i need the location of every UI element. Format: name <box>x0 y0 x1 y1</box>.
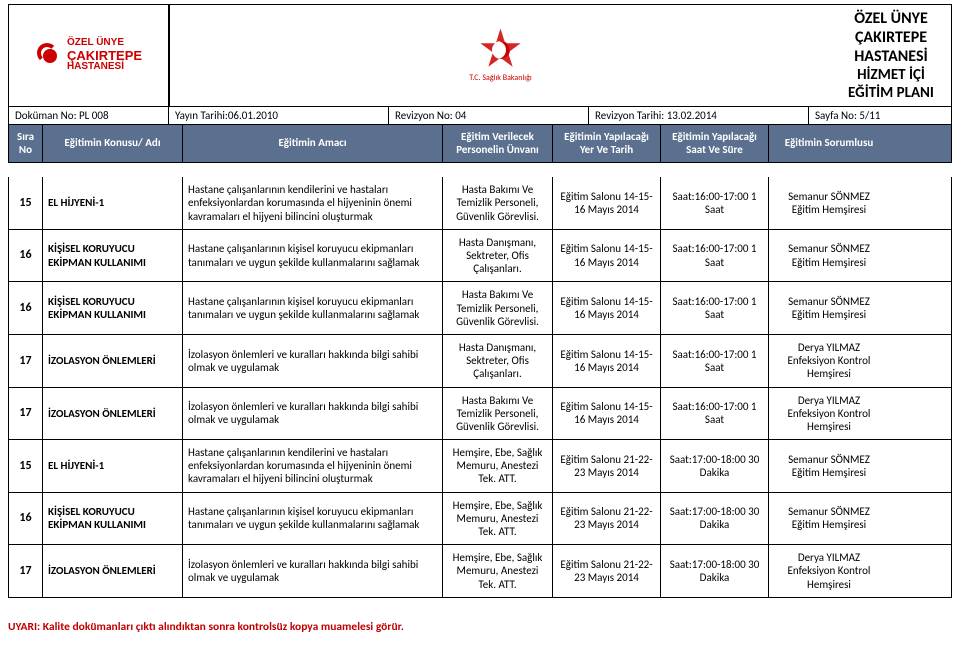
header-body-gap <box>8 163 952 177</box>
cell-unvan: Hasta Bakımı Ve Temizlik Personeli, Güve… <box>443 177 553 229</box>
page: ÖZEL ÜNYE ÇAKIRTEPE HASTANESİ ÖZEL ÜNYE … <box>0 0 960 640</box>
cell-saat: Saat:16:00-17:00 1 Saat <box>661 177 769 229</box>
cell-sira: 16 <box>9 493 43 545</box>
cell-sira: 16 <box>9 230 43 282</box>
cell-amac: Hastane çalışanlarının kişisel koruyucu … <box>183 230 443 282</box>
cell-sira: 17 <box>9 335 43 387</box>
cell-yer: Eğitim Salonu 21-22-23 Mayıs 2014 <box>553 545 661 597</box>
cell-saat: Saat:17:00-18:00 30 Dakika <box>661 493 769 545</box>
ministry-logo-icon <box>480 29 522 71</box>
doc-title: ÖZEL ÜNYE ÇAKIRTEPE HASTANESİ <box>831 5 951 66</box>
cell-sira: 17 <box>9 545 43 597</box>
cell-sorumlu: Semanur SÖNMEZ Eğitim Hemşiresi <box>769 282 889 334</box>
cell-amac: Hastane çalışanlarının kendilerini ve ha… <box>183 440 443 492</box>
cell-konu: İZOLASYON ÖNLEMLERİ <box>43 545 183 597</box>
document-header: ÖZEL ÜNYE ÇAKIRTEPE HASTANESİ ÖZEL ÜNYE … <box>8 4 952 107</box>
table-row: 16 KİŞİSEL KORUYUCU EKİPMAN KULLANIMI Ha… <box>9 493 951 546</box>
cell-sira: 15 <box>9 440 43 492</box>
cell-saat: Saat:16:00-17:00 1 Saat <box>661 230 769 282</box>
table-row: 17 İZOLASYON ÖNLEMLERİ İzolasyon önlemle… <box>9 388 951 441</box>
cell-yer: Eğitim Salonu 14-15-16 Mayıs 2014 <box>553 335 661 387</box>
hospital-logo-icon <box>35 41 63 69</box>
cell-sira: 16 <box>9 282 43 334</box>
cell-amac: İzolasyon önlemleri ve kuralları hakkınd… <box>183 545 443 597</box>
ministry-logo: T.C. Sağlık Bakanlığı <box>169 5 831 106</box>
cell-amac: İzolasyon önlemleri ve kuralları hakkınd… <box>183 388 443 440</box>
cell-unvan: Hasta Danışmanı, Sektreter, Ofis Çalışan… <box>443 335 553 387</box>
cell-konu: KİŞİSEL KORUYUCU EKİPMAN KULLANIMI <box>43 282 183 334</box>
footer-warning: UYARI: Kalite dokümanları çıktı alındıkt… <box>8 620 952 634</box>
cell-sorumlu: Semanur SÖNMEZ Eğitim Hemşiresi <box>769 230 889 282</box>
meta-revno: Revizyon No: 04 <box>389 107 589 124</box>
cell-sorumlu: Derya YILMAZ Enfeksiyon Kontrol Hemşires… <box>769 335 889 387</box>
cell-unvan: Hemşire, Ebe, Sağlık Memuru, Anestezi Te… <box>443 493 553 545</box>
hospital-logo-content: ÖZEL ÜNYE ÇAKIRTEPE HASTANESİ <box>35 38 142 73</box>
ministry-logo-text: T.C. Sağlık Bakanlığı <box>469 73 531 83</box>
table-row: 16 KİŞİSEL KORUYUCU EKİPMAN KULLANIMI Ha… <box>9 230 951 283</box>
table-header-row: Sıra No Eğitimin Konusu/ Adı Eğitimin Am… <box>8 125 952 163</box>
cell-unvan: Hasta Bakımı Ve Temizlik Personeli, Güve… <box>443 388 553 440</box>
logo-sub: HASTANESİ <box>67 62 142 73</box>
col-sira: Sıra No <box>9 125 43 162</box>
col-yer: Eğitimin Yapılacağı Yer Ve Tarih <box>553 125 661 162</box>
cell-unvan: Hemşire, Ebe, Sağlık Memuru, Anestezi Te… <box>443 545 553 597</box>
table-row: 15 EL HİJYENİ-1 Hastane çalışanlarının k… <box>9 440 951 493</box>
table-row: 17 İZOLASYON ÖNLEMLERİ İzolasyon önlemle… <box>9 335 951 388</box>
cell-saat: Saat:17:00-18:00 30 Dakika <box>661 545 769 597</box>
table-row: 15 EL HİJYENİ-1 Hastane çalışanlarının k… <box>9 177 951 230</box>
table-row: 16 KİŞİSEL KORUYUCU EKİPMAN KULLANIMI Ha… <box>9 282 951 335</box>
hospital-logo: ÖZEL ÜNYE ÇAKIRTEPE HASTANESİ <box>9 5 169 106</box>
cell-sorumlu: Semanur SÖNMEZ Eğitim Hemşiresi <box>769 493 889 545</box>
doc-subtitle: HİZMET İÇİ EĞİTİM PLANI <box>831 66 951 106</box>
cell-unvan: Hasta Bakımı Ve Temizlik Personeli, Güve… <box>443 282 553 334</box>
cell-unvan: Hasta Danışmanı, Sektreter, Ofis Çalışan… <box>443 230 553 282</box>
meta-sayfa: Sayfa No: 5/11 <box>809 107 951 124</box>
meta-dokuman: Doküman No: PL 008 <box>9 107 169 124</box>
cell-saat: Saat:16:00-17:00 1 Saat <box>661 335 769 387</box>
col-saat: Eğitimin Yapılacağı Saat Ve Süre <box>661 125 769 162</box>
cell-konu: İZOLASYON ÖNLEMLERİ <box>43 335 183 387</box>
cell-sorumlu: Semanur SÖNMEZ Eğitim Hemşiresi <box>769 440 889 492</box>
table-body: 15 EL HİJYENİ-1 Hastane çalışanlarının k… <box>8 177 952 598</box>
meta-revtarih: Revizyon Tarihi: 13.02.2014 <box>589 107 809 124</box>
hospital-logo-text: ÖZEL ÜNYE ÇAKIRTEPE HASTANESİ <box>67 38 142 73</box>
cell-yer: Eğitim Salonu 14-15-16 Mayıs 2014 <box>553 177 661 229</box>
col-unvan: Eğitim Verilecek Personelin Ünvanı <box>443 125 553 162</box>
cell-saat: Saat:16:00-17:00 1 Saat <box>661 388 769 440</box>
cell-sorumlu: Derya YILMAZ Enfeksiyon Kontrol Hemşires… <box>769 388 889 440</box>
cell-sira: 15 <box>9 177 43 229</box>
cell-yer: Eğitim Salonu 14-15-16 Mayıs 2014 <box>553 282 661 334</box>
cell-sorumlu: Derya YILMAZ Enfeksiyon Kontrol Hemşires… <box>769 545 889 597</box>
cell-yer: Eğitim Salonu 14-15-16 Mayıs 2014 <box>553 230 661 282</box>
meta-yayin: Yayın Tarihi:06.01.2010 <box>169 107 389 124</box>
doc-meta-row: Doküman No: PL 008 Yayın Tarihi:06.01.20… <box>8 107 952 125</box>
table-row: 17 İZOLASYON ÖNLEMLERİ İzolasyon önlemle… <box>9 545 951 598</box>
cell-amac: Hastane çalışanlarının kişisel koruyucu … <box>183 282 443 334</box>
col-sorumlu: Eğitimin Sorumlusu <box>769 125 889 162</box>
cell-konu: EL HİJYENİ-1 <box>43 177 183 229</box>
cell-amac: Hastane çalışanlarının kişisel koruyucu … <box>183 493 443 545</box>
cell-unvan: Hemşire, Ebe, Sağlık Memuru, Anestezi Te… <box>443 440 553 492</box>
col-konu: Eğitimin Konusu/ Adı <box>43 125 183 162</box>
cell-konu: EL HİJYENİ-1 <box>43 440 183 492</box>
cell-yer: Eğitim Salonu 21-22-23 Mayıs 2014 <box>553 493 661 545</box>
cell-yer: Eğitim Salonu 14-15-16 Mayıs 2014 <box>553 388 661 440</box>
cell-amac: İzolasyon önlemleri ve kuralları hakkınd… <box>183 335 443 387</box>
cell-saat: Saat:16:00-17:00 1 Saat <box>661 282 769 334</box>
cell-sira: 17 <box>9 388 43 440</box>
cell-saat: Saat:17:00-18:00 30 Dakika <box>661 440 769 492</box>
cell-yer: Eğitim Salonu 21-22-23 Mayıs 2014 <box>553 440 661 492</box>
col-amac: Eğitimin Amacı <box>183 125 443 162</box>
cell-konu: KİŞİSEL KORUYUCU EKİPMAN KULLANIMI <box>43 230 183 282</box>
cell-konu: KİŞİSEL KORUYUCU EKİPMAN KULLANIMI <box>43 493 183 545</box>
cell-sorumlu: Semanur SÖNMEZ Eğitim Hemşiresi <box>769 177 889 229</box>
cell-amac: Hastane çalışanlarının kendilerini ve ha… <box>183 177 443 229</box>
cell-konu: İZOLASYON ÖNLEMLERİ <box>43 388 183 440</box>
